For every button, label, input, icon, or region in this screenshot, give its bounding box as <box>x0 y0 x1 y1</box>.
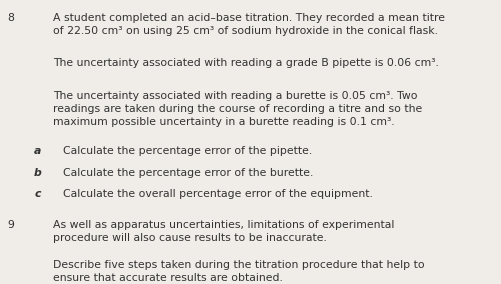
Text: The uncertainty associated with reading a burette is 0.05 cm³. Two
readings are : The uncertainty associated with reading … <box>53 91 421 127</box>
Text: A student completed an acid–base titration. They recorded a mean titre
of 22.50 : A student completed an acid–base titrati… <box>53 13 444 36</box>
Text: Describe five steps taken during the titration procedure that help to
ensure tha: Describe five steps taken during the tit… <box>53 260 423 283</box>
Text: Calculate the percentage error of the burette.: Calculate the percentage error of the bu… <box>63 168 313 178</box>
Text: 8: 8 <box>8 13 15 23</box>
Text: b: b <box>34 168 42 178</box>
Text: Calculate the percentage error of the pipette.: Calculate the percentage error of the pi… <box>63 146 312 156</box>
Text: The uncertainty associated with reading a grade B pipette is 0.06 cm³.: The uncertainty associated with reading … <box>53 58 438 68</box>
Text: As well as apparatus uncertainties, limitations of experimental
procedure will a: As well as apparatus uncertainties, limi… <box>53 220 393 243</box>
Text: c: c <box>34 189 41 199</box>
Text: 9: 9 <box>8 220 15 230</box>
Text: a: a <box>34 146 42 156</box>
Text: Calculate the overall percentage error of the equipment.: Calculate the overall percentage error o… <box>63 189 372 199</box>
